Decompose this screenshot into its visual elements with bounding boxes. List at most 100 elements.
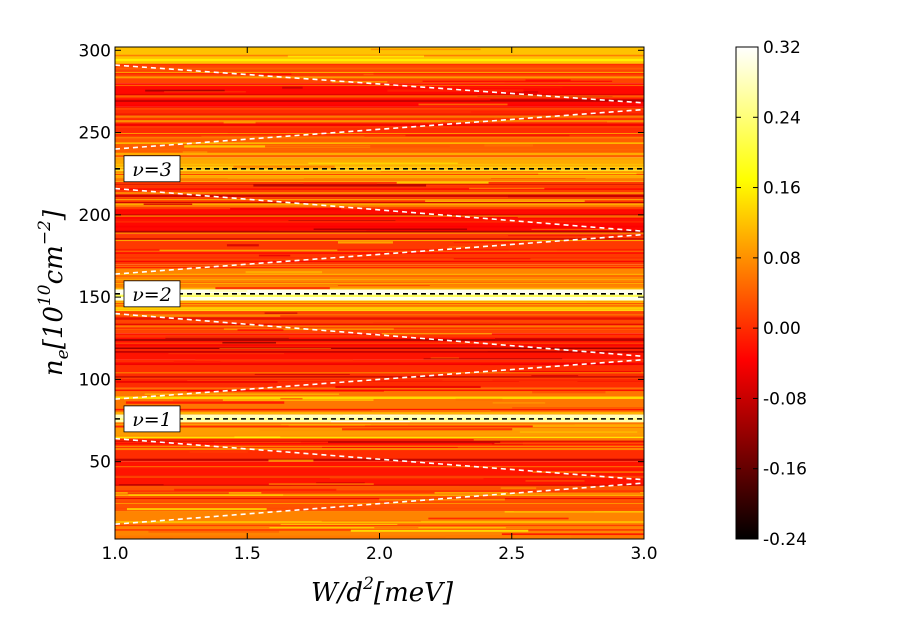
heatmap-stripe [115, 67, 644, 70]
heatmap-stripe [115, 186, 644, 188]
heatmap-stripe [115, 76, 644, 79]
heatmap-stripe [265, 145, 450, 148]
heatmap-stripe [115, 388, 644, 390]
heatmap-stripe [115, 194, 644, 198]
heatmap-stripe [453, 242, 519, 244]
heatmap-stripe [448, 246, 471, 248]
heatmap-stripe [268, 459, 314, 462]
heatmap-stripe [115, 322, 644, 324]
heatmap-stripe [195, 359, 354, 361]
heatmap-stripe [115, 164, 644, 166]
heatmap-stripe [321, 520, 421, 522]
heatmap-stripe [115, 445, 644, 447]
heatmap-stripe [115, 377, 644, 379]
x-tick-label: 2.5 [498, 544, 525, 564]
heatmap-stripe [115, 314, 644, 316]
heatmap-stripe [115, 273, 644, 276]
heatmap-stripe [115, 282, 644, 284]
colorbar-tick-label: -0.24 [763, 530, 807, 550]
y-tick-label: 300 [79, 41, 111, 61]
heatmap-stripe [115, 116, 644, 119]
heatmap-stripe [143, 203, 193, 206]
heatmap-stripe [425, 200, 585, 202]
heatmap-stripe [115, 238, 644, 240]
heatmap-stripe [115, 317, 644, 320]
heatmap-stripe [115, 113, 644, 116]
y-axis-title: ne[1010cm−2] [35, 209, 73, 376]
heatmap-stripe [115, 275, 644, 277]
heatmap-stripe [115, 342, 644, 344]
colorbar-ticks: 0.32 0.24 0.16 0.08 0.00 -0.08 -0.16 -0.24 [736, 38, 807, 550]
heatmap-stripe [430, 357, 460, 359]
heatmap-stripe [115, 174, 644, 176]
heatmap-stripe [226, 244, 259, 247]
heatmap-stripe [115, 389, 644, 392]
heatmap-stripe [337, 241, 393, 244]
heatmap-stripe [473, 439, 644, 441]
heatmap-stripe [115, 425, 644, 427]
colorbar-tick-label: -0.08 [763, 389, 807, 409]
heatmap-stripe [189, 451, 248, 453]
heatmap-stripe [115, 426, 644, 428]
heatmap-stripe [118, 484, 164, 486]
heatmap-stripe [381, 333, 492, 335]
heatmap-stripe [115, 442, 644, 445]
heatmap-stripe [380, 171, 560, 173]
heatmap-stripe [115, 62, 644, 64]
heatmap-stripe [115, 412, 644, 414]
heatmap-stripe [423, 358, 563, 360]
heatmap-stripe [115, 239, 644, 242]
dashed-level-line [115, 482, 644, 525]
heatmap-stripe [322, 446, 458, 448]
heatmap-stripe [525, 79, 571, 82]
heatmap-stripe [115, 64, 644, 66]
heatmap-stripe [289, 462, 390, 464]
heatmap-stripe [115, 257, 644, 259]
heatmap-stripe [223, 328, 394, 330]
x-tick-label: 1.5 [234, 544, 261, 564]
colorbar-tick-label: 0.24 [763, 108, 801, 128]
heatmap-stripe [222, 399, 374, 401]
heatmap-stripe [115, 447, 644, 451]
heatmap-band [115, 288, 644, 301]
heatmap-stripe [115, 211, 644, 214]
heatmap-stripe [343, 414, 406, 416]
heatmap-stripe [509, 371, 642, 373]
dashed-level-line [115, 437, 644, 481]
colorbar-tick-label: 0.08 [763, 249, 801, 269]
heatmap-stripe [126, 508, 267, 511]
heatmap-stripe [234, 436, 281, 438]
heatmap-band [115, 461, 644, 487]
heatmap-stripe [115, 259, 644, 261]
heatmap-stripe [233, 165, 335, 168]
heatmap-stripe [115, 207, 644, 210]
heatmap-stripe [115, 323, 644, 326]
heatmap-texture [115, 48, 644, 539]
filling-factor-label-box [123, 155, 181, 183]
filling-factor-label-box [123, 405, 181, 433]
heatmap-stripe [115, 350, 644, 353]
heatmap-stripe [460, 316, 644, 318]
heatmap-stripe [115, 71, 644, 73]
heatmap-stripe [115, 136, 644, 137]
dashed-level-line [115, 108, 644, 150]
heatmap-stripe [115, 501, 644, 503]
heatmap-stripe [500, 486, 537, 489]
heatmap-stripe [115, 93, 644, 96]
heatmap-stripe [329, 477, 484, 480]
heatmap-stripe [115, 157, 644, 160]
colorbar-tick-label: 0.32 [763, 38, 801, 58]
heatmap-stripe [115, 204, 644, 207]
heatmap-stripe [116, 381, 278, 383]
heatmap-stripe [115, 248, 644, 251]
heatmap-stripe [115, 58, 644, 62]
heatmap-stripe [115, 494, 644, 496]
x-axis-title: W/d2[meV] [311, 574, 454, 608]
heatmap-stripe [115, 267, 644, 269]
heatmap-stripe [115, 302, 644, 305]
heatmap-stripe [492, 402, 546, 404]
heatmap-stripe [507, 491, 641, 494]
heatmap-stripe [115, 179, 644, 182]
dashed-level-line [115, 233, 644, 275]
heatmap-stripe [512, 407, 644, 409]
